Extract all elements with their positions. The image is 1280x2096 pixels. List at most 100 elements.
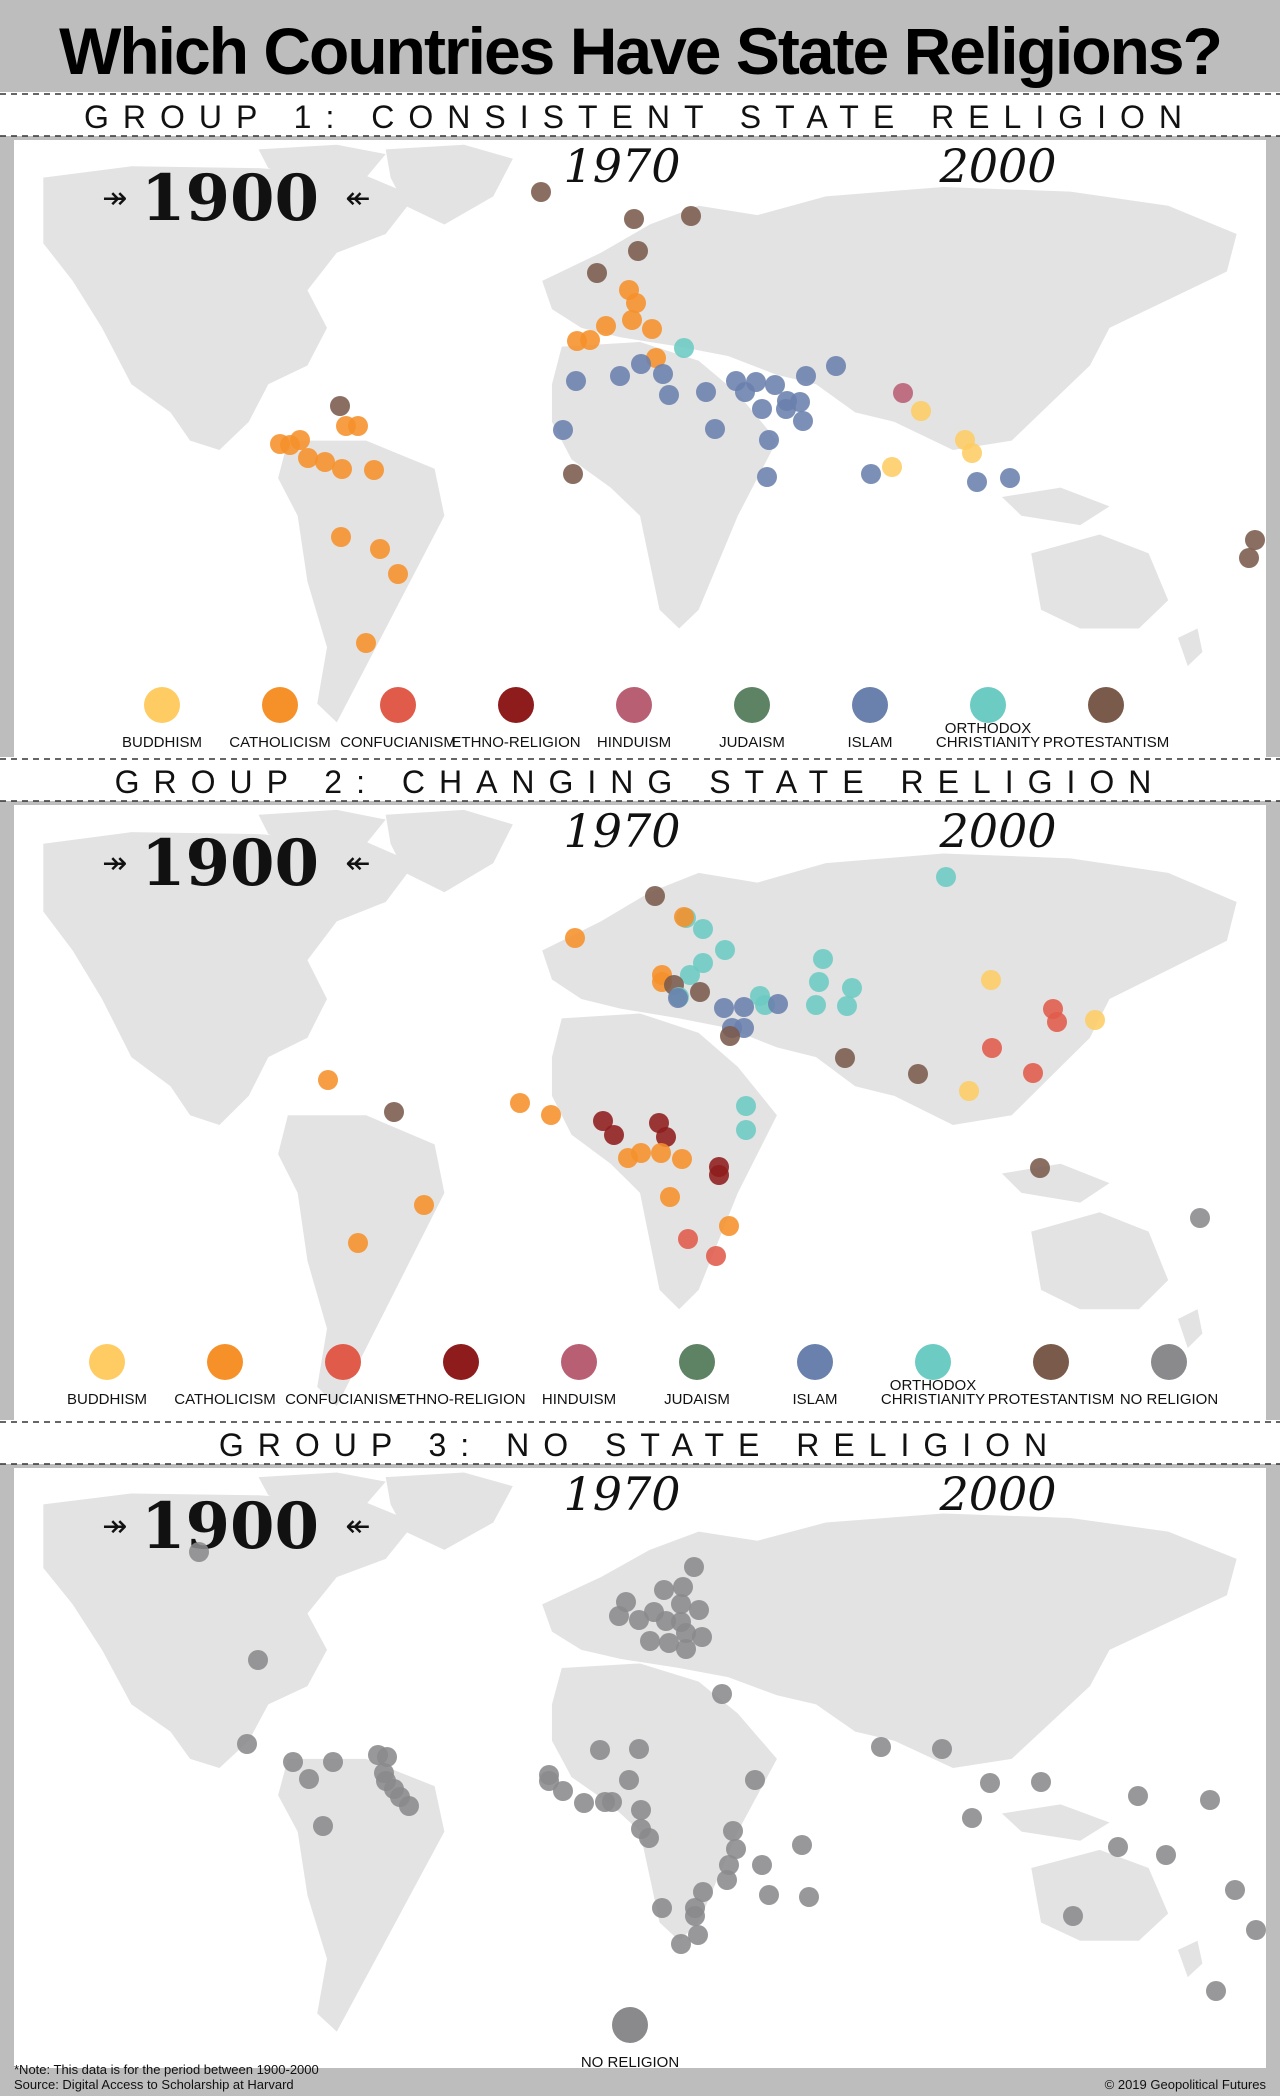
legend-swatch-orthodox — [970, 687, 1006, 723]
country-dot-none — [671, 1934, 691, 1954]
year-end-label: 2000 — [938, 139, 1056, 193]
legend-item-protestantism: PROTESTANTISM — [1043, 687, 1169, 751]
country-dot-none — [659, 1633, 679, 1653]
country-dot-catholicism — [318, 1070, 338, 1090]
country-dot-protestantism — [1239, 548, 1259, 568]
country-dot-islam — [796, 366, 816, 386]
arrow-left-icon: ↞ — [345, 181, 370, 216]
country-dot-none — [1108, 1837, 1128, 1857]
country-dot-none — [717, 1870, 737, 1890]
legend-swatch-hinduism — [561, 1344, 597, 1380]
country-dot-islam — [1000, 468, 1020, 488]
country-dot-none — [671, 1594, 691, 1614]
country-dot-protestantism — [835, 1048, 855, 1068]
country-dot-protestantism — [690, 982, 710, 1002]
country-dot-orthodox — [806, 995, 826, 1015]
landmass-8 — [1177, 628, 1203, 667]
year-active-label: 1900 — [141, 826, 319, 901]
country-dot-none — [574, 1793, 594, 1813]
country-dot-protestantism — [720, 1026, 740, 1046]
legend-swatch-catholicism — [207, 1344, 243, 1380]
arrow-right-icon: ↠ — [102, 181, 127, 216]
legend-label-catholicism: CATHOLICISM — [174, 1391, 275, 1408]
landmass-9 — [1001, 487, 1110, 526]
legend-item-buddhism: BUDDHISM — [122, 687, 202, 751]
legend-swatch-none — [1151, 1344, 1187, 1380]
country-dot-orthodox — [809, 972, 829, 992]
legend-item-buddhism: BUDDHISM — [67, 1344, 147, 1408]
legend-label-judaism: JUDAISM — [664, 1391, 730, 1408]
country-dot-none — [189, 1542, 209, 1562]
country-dot-none — [631, 1800, 651, 1820]
country-dot-none — [962, 1808, 982, 1828]
country-dot-confucianism — [1047, 1012, 1067, 1032]
legend-swatch-ethno — [498, 687, 534, 723]
country-dot-protestantism — [587, 263, 607, 283]
country-dot-islam — [757, 467, 777, 487]
country-dot-catholicism — [642, 319, 662, 339]
landmass-1 — [43, 832, 416, 1125]
country-dot-catholicism — [565, 928, 585, 948]
legend-item-ethno: ETHNO-RELIGION — [451, 687, 581, 751]
country-dot-none — [792, 1835, 812, 1855]
country-dot-islam — [746, 372, 766, 392]
country-dot-orthodox — [842, 978, 862, 998]
country-dot-catholicism — [364, 460, 384, 480]
country-dot-islam — [553, 420, 573, 440]
landmass-8 — [1177, 1309, 1203, 1349]
group-heading-band — [0, 757, 1280, 801]
country-dot-islam — [759, 430, 779, 450]
country-dot-ethno — [604, 1125, 624, 1145]
country-dot-none — [609, 1606, 629, 1626]
country-dot-orthodox — [674, 338, 694, 358]
country-dot-none — [723, 1821, 743, 1841]
country-dot-catholicism — [674, 907, 694, 927]
country-dot-none — [980, 1773, 1000, 1793]
country-dot-none — [399, 1796, 419, 1816]
country-dot-none — [689, 1600, 709, 1620]
legend-swatch-hinduism — [616, 687, 652, 723]
dot-layer-group-3 — [189, 1542, 1266, 2001]
country-dot-islam — [668, 988, 688, 1008]
country-dot-catholicism — [298, 448, 318, 468]
country-dot-buddhism — [959, 1081, 979, 1101]
country-dot-orthodox — [715, 940, 735, 960]
country-dot-none — [1156, 1845, 1176, 1865]
country-dot-islam — [790, 392, 810, 412]
legend-swatch-catholicism — [262, 687, 298, 723]
legend-item-catholicism: CATHOLICISM — [174, 1344, 276, 1408]
country-dot-islam — [726, 371, 746, 391]
landmass-9 — [1001, 1163, 1110, 1203]
legend-swatch-buddhism — [144, 687, 180, 723]
legend-label-islam: ISLAM — [847, 734, 892, 751]
country-dot-none — [673, 1577, 693, 1597]
legend-label-orthodox: CHRISTIANITY — [881, 1391, 985, 1408]
landmass-7 — [1031, 1212, 1169, 1310]
country-dot-protestantism — [681, 206, 701, 226]
legend-item-protestantism: PROTESTANTISM — [988, 1344, 1114, 1408]
legend-label-confucianism: CONFUCIANISM — [340, 734, 456, 751]
country-dot-orthodox — [693, 919, 713, 939]
legend-item-islam: ISLAM — [792, 1344, 838, 1408]
country-dot-catholicism — [388, 564, 408, 584]
country-dot-none — [676, 1623, 696, 1643]
legend-item-none: NO RELIGION — [1120, 1344, 1218, 1408]
country-dot-islam — [659, 385, 679, 405]
country-dot-orthodox — [837, 996, 857, 1016]
country-dot-protestantism — [908, 1064, 928, 1084]
legend-label-orthodox: ORTHODOX — [890, 1377, 976, 1394]
landmass-1 — [43, 1493, 416, 1768]
country-dot-protestantism — [1245, 530, 1265, 550]
country-dot-catholicism — [660, 1187, 680, 1207]
country-dot-none — [871, 1737, 891, 1757]
group-heading: GROUP 2: CHANGING STATE RELIGION — [115, 764, 1166, 800]
legend-swatch-orthodox — [915, 1344, 951, 1380]
landmass-5 — [542, 186, 1237, 451]
country-dot-protestantism — [384, 1102, 404, 1122]
arrow-left-icon: ↞ — [345, 1509, 370, 1544]
country-dot-confucianism — [1023, 1063, 1043, 1083]
country-dot-none — [1063, 1906, 1083, 1926]
country-dot-ethno — [593, 1111, 613, 1131]
legend-swatch-islam — [852, 687, 888, 723]
